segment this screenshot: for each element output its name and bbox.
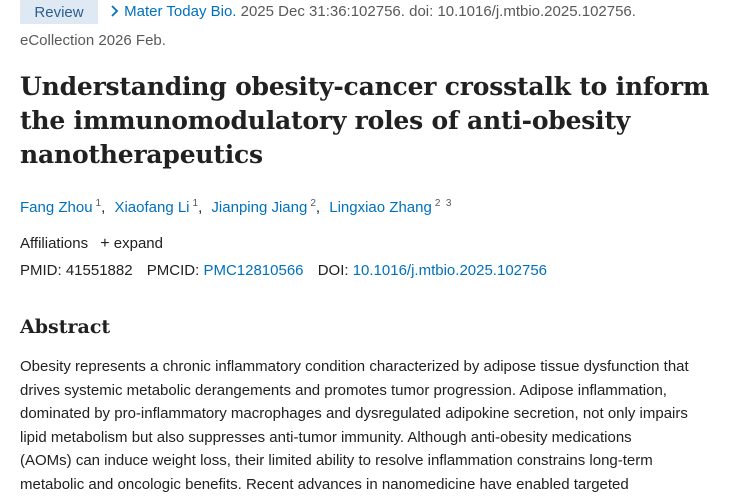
author-link[interactable]: Fang Zhou xyxy=(20,199,93,216)
abstract-text: Obesity represents a chronic inflammator… xyxy=(20,355,738,497)
expand-toggle[interactable]: + expand xyxy=(100,235,163,252)
pmid-value: 41551882 xyxy=(65,262,133,279)
doi-link[interactable]: 10.1016/j.mtbio.2025.102756 xyxy=(352,262,548,279)
author-affil-ref[interactable]: 1 xyxy=(95,198,102,209)
abstract-heading: Abstract xyxy=(20,316,111,338)
abstract-line: Obesity represents a chronic inflammator… xyxy=(20,358,689,375)
author-affil-ref[interactable]: 2 3 xyxy=(434,198,452,209)
author-link[interactable]: Xiaofang Li xyxy=(114,199,190,216)
author-affil-ref[interactable]: 1 xyxy=(192,198,199,209)
title-line: the immunomodulatory roles of anti-obesi… xyxy=(20,106,631,135)
title-line: nanotherapeutics xyxy=(20,140,263,169)
citation-line-1: Mater Today Bio. 2025 Dec 31:36:102756. … xyxy=(110,3,636,20)
affiliations-label: Affiliations xyxy=(20,235,89,252)
citation-line-2: eCollection 2026 Feb. xyxy=(20,32,166,49)
author-affil-ref[interactable]: 2 xyxy=(310,198,316,209)
abstract-line: metabolic and oncologic benefits. Recent… xyxy=(20,475,629,493)
pmcid-label: PMCID: xyxy=(146,262,200,279)
abstract-line: dominated by pro-inflammatory macrophage… xyxy=(20,405,688,423)
identifiers-row: PMID: 41551882 PMCID: PMC12810566 DOI: 1… xyxy=(20,262,547,279)
doi-label: DOI: xyxy=(317,262,349,279)
expand-label: expand xyxy=(113,235,163,252)
article-type-badge: Review xyxy=(20,0,98,24)
journal-link[interactable]: Mater Today Bio. xyxy=(124,3,237,20)
plus-icon: + xyxy=(100,235,110,252)
author-link[interactable]: Lingxiao Zhang xyxy=(329,199,432,216)
citation-details: 2025 Dec 31:36:102756. doi: 10.1016/j.mt… xyxy=(240,3,636,20)
abstract-line: lipid metabolism but also suppresses ant… xyxy=(20,428,632,446)
author-link[interactable]: Jianping Jiang xyxy=(211,199,308,216)
article-title: Understanding obesity-cancer crosstalk t… xyxy=(20,70,720,172)
author-list: Fang Zhou 1, Xiaofang Li 1, Jianping Jiang… xyxy=(20,198,452,216)
title-line: Understanding obesity-cancer crosstalk t… xyxy=(20,72,710,101)
affiliations-row: Affiliations + expand xyxy=(20,235,163,253)
chevron-right-icon[interactable] xyxy=(110,3,124,20)
pmcid-link[interactable]: PMC12810566 xyxy=(203,262,304,279)
abstract-line: drives systemic metabolic derangements a… xyxy=(20,381,667,399)
pmid-label: PMID: xyxy=(20,262,62,279)
abstract-line: (AOMs) can induce weight loss, their lim… xyxy=(20,452,653,470)
